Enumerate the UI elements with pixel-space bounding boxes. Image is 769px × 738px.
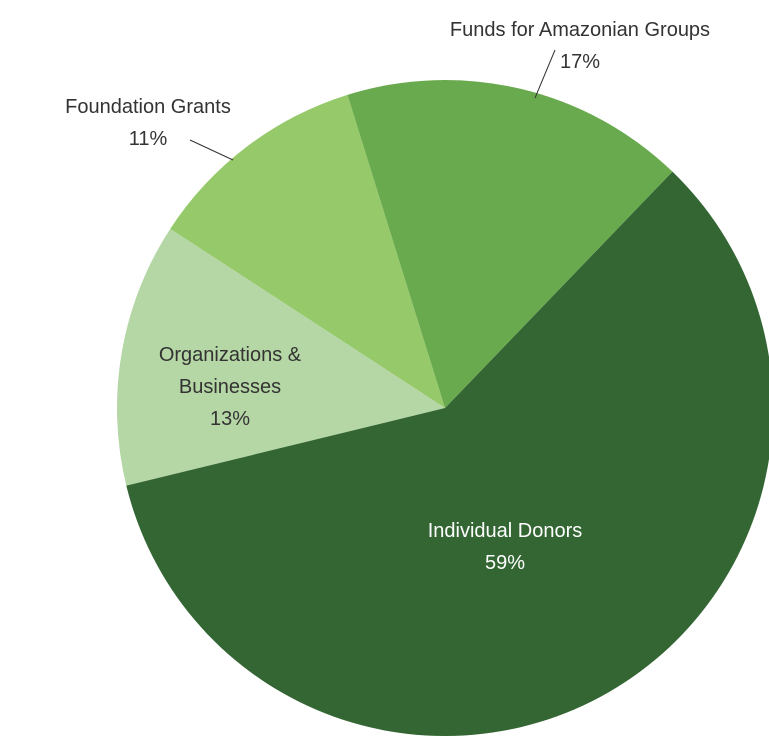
- value-label: 17%: [559, 51, 601, 73]
- pie-slice: [170, 94, 445, 409]
- category-label: Individual Donors: [427, 520, 583, 542]
- pie-slice: [126, 171, 769, 736]
- slice-label: Foundation Grants 11%: [28, 91, 268, 155]
- slice-label: Funds for Amazonian Groups 17%: [400, 14, 760, 78]
- slice-label: Organizations & Businesses 13%: [140, 339, 320, 435]
- value-label: 13%: [209, 408, 251, 430]
- value-label: 11%: [128, 128, 168, 150]
- leader-line: [534, 49, 556, 99]
- pie-slice: [117, 228, 445, 486]
- category-label: Foundation Grants: [65, 96, 231, 118]
- leader-line: [189, 139, 234, 161]
- value-label: 59%: [484, 552, 526, 574]
- slice-label: Individual Donors 59%: [375, 515, 635, 579]
- pie-slice: [347, 80, 673, 408]
- category-label: Funds for Amazonian Groups: [449, 19, 711, 41]
- category-label: Organizations & Businesses: [158, 344, 302, 398]
